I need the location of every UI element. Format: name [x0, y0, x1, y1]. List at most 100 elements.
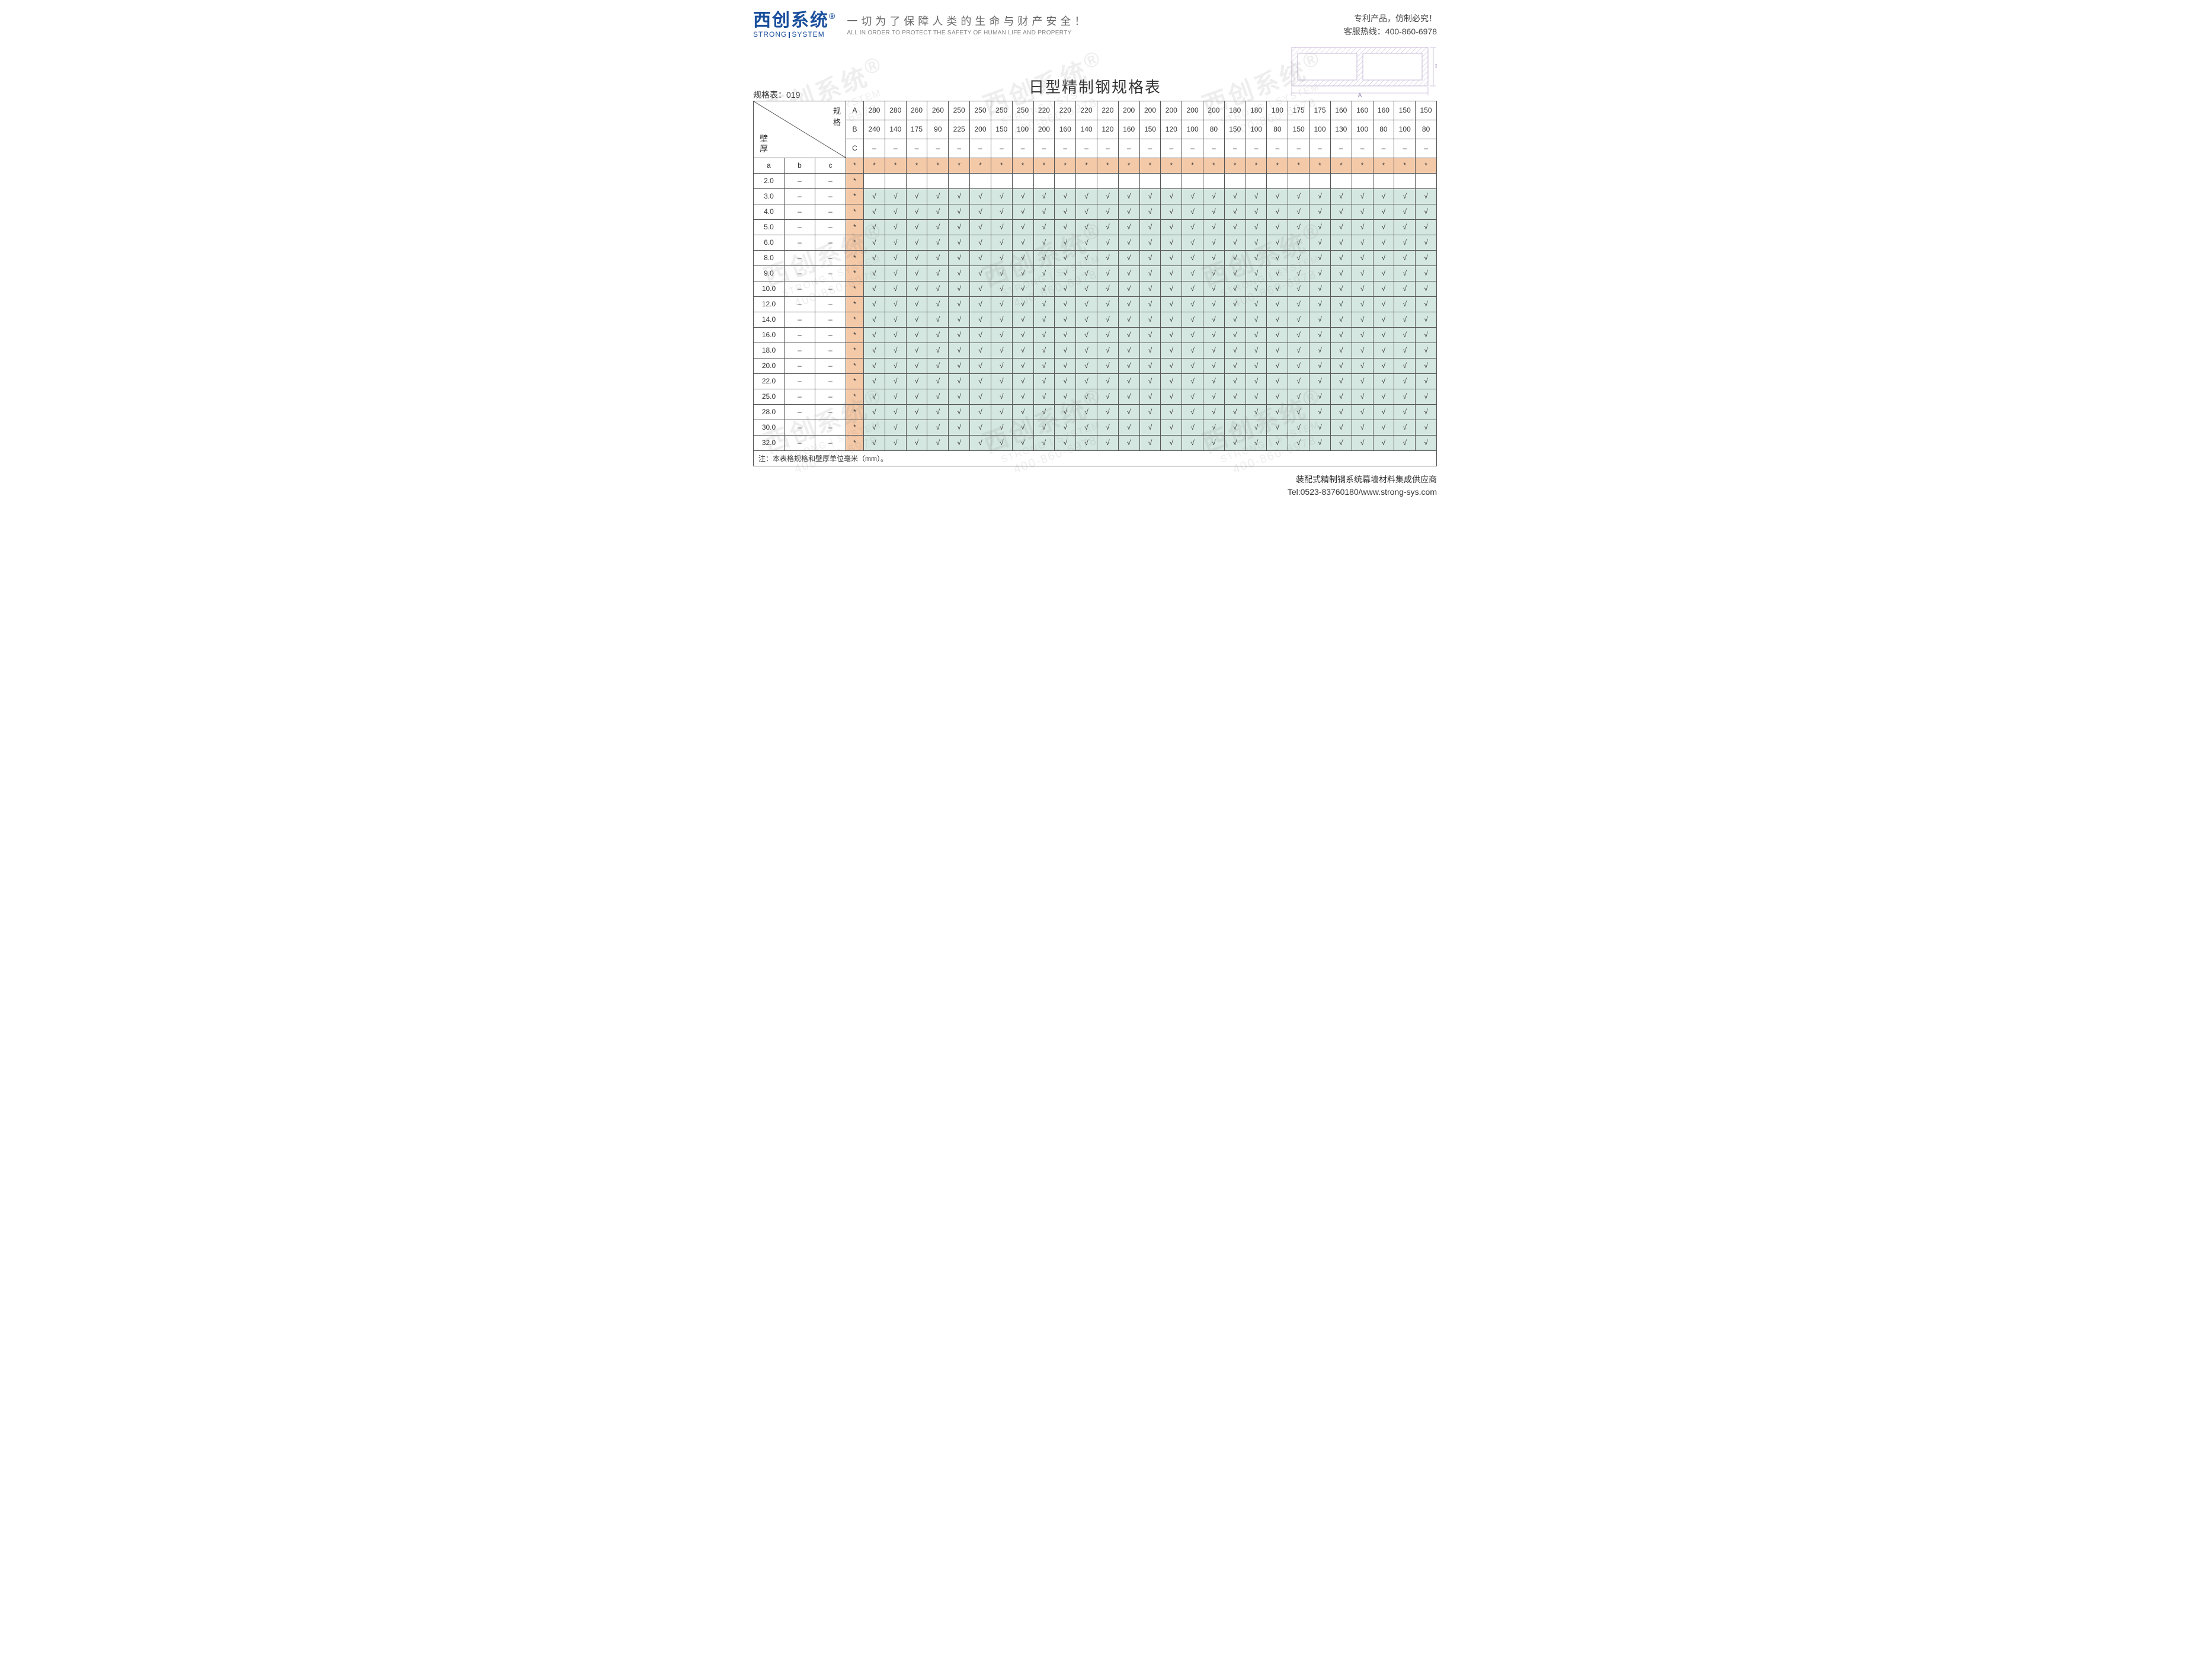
cell: √	[1352, 265, 1373, 281]
cell: √	[1161, 296, 1182, 312]
col-a-5: 250	[970, 101, 991, 120]
cell: √	[1139, 204, 1161, 219]
cell	[1288, 173, 1309, 188]
cell: √	[1161, 235, 1182, 250]
cell: √	[991, 219, 1012, 235]
col-c-17: –	[1224, 139, 1246, 158]
wall-c: –	[815, 389, 846, 404]
cell: √	[949, 250, 970, 265]
cell: √	[1224, 358, 1246, 373]
cell: √	[970, 327, 991, 343]
cell: √	[906, 265, 927, 281]
wall-b: –	[785, 265, 815, 281]
cell	[1416, 173, 1437, 188]
cell: √	[1224, 296, 1246, 312]
cell: √	[1012, 373, 1033, 389]
cell: √	[885, 312, 906, 327]
cell: √	[991, 312, 1012, 327]
col-c-12: –	[1118, 139, 1139, 158]
cell: √	[1288, 188, 1309, 204]
cell	[1203, 173, 1225, 188]
row-asterisk: *	[846, 296, 864, 312]
wall-b: –	[785, 312, 815, 327]
cell: √	[949, 435, 970, 450]
cell: √	[1097, 204, 1118, 219]
cell: √	[1246, 327, 1267, 343]
cell: √	[906, 435, 927, 450]
cell: √	[885, 250, 906, 265]
cell: √	[1139, 435, 1161, 450]
cell: √	[1352, 404, 1373, 420]
cell: √	[1203, 219, 1225, 235]
cell: √	[1076, 296, 1097, 312]
cell: √	[1224, 312, 1246, 327]
col-c-25: –	[1394, 139, 1416, 158]
cell	[1139, 173, 1161, 188]
table-row: 3.0––*√√√√√√√√√√√√√√√√√√√√√√√√√√√	[754, 188, 1437, 204]
registered-icon: ®	[829, 11, 836, 21]
cell	[1033, 173, 1055, 188]
cell	[906, 173, 927, 188]
cell: √	[1097, 404, 1118, 420]
cell: √	[1203, 188, 1225, 204]
cell: √	[1161, 204, 1182, 219]
cell: √	[1139, 404, 1161, 420]
cell: √	[949, 281, 970, 296]
col-a-17: 180	[1224, 101, 1246, 120]
cell: √	[1309, 281, 1331, 296]
wall-b: –	[785, 343, 815, 358]
cell: √	[885, 281, 906, 296]
cell: √	[1012, 281, 1033, 296]
cell: √	[1330, 188, 1352, 204]
cell: √	[1352, 188, 1373, 204]
cell: √	[1182, 343, 1203, 358]
asterisk-col-10: *	[1076, 158, 1097, 173]
cell: √	[1033, 420, 1055, 435]
cell: √	[1055, 281, 1076, 296]
cell: √	[1224, 204, 1246, 219]
cell: √	[1330, 343, 1352, 358]
cell: √	[1246, 420, 1267, 435]
wall-c: –	[815, 173, 846, 188]
cell: √	[1203, 373, 1225, 389]
cell: √	[1246, 373, 1267, 389]
cell: √	[864, 281, 885, 296]
col-a-6: 250	[991, 101, 1012, 120]
corner-spec-label: 规格	[833, 105, 841, 127]
cell: √	[1373, 265, 1394, 281]
cell	[885, 173, 906, 188]
cell: √	[1246, 404, 1267, 420]
cell: √	[970, 250, 991, 265]
cell	[1246, 173, 1267, 188]
cell: √	[1182, 373, 1203, 389]
cell: √	[1097, 343, 1118, 358]
cell: √	[1352, 235, 1373, 250]
cell: √	[1416, 327, 1437, 343]
wall-a: 16.0	[754, 327, 785, 343]
cell: √	[1330, 389, 1352, 404]
asterisk-col-21: *	[1309, 158, 1331, 173]
table-row: 8.0––*√√√√√√√√√√√√√√√√√√√√√√√√√√√	[754, 250, 1437, 265]
cell: √	[1118, 204, 1139, 219]
cell: √	[949, 404, 970, 420]
cell: √	[885, 373, 906, 389]
cell: √	[1182, 404, 1203, 420]
cell: √	[991, 250, 1012, 265]
cell: √	[1012, 312, 1033, 327]
cell: √	[1097, 420, 1118, 435]
cell: √	[1139, 389, 1161, 404]
cell: √	[1373, 312, 1394, 327]
cell: √	[1012, 235, 1033, 250]
cell: √	[949, 235, 970, 250]
cell: √	[1288, 404, 1309, 420]
col-a-11: 220	[1097, 101, 1118, 120]
cell: √	[1267, 296, 1288, 312]
cell: √	[927, 358, 949, 373]
cell: √	[1246, 235, 1267, 250]
row-asterisk: *	[846, 265, 864, 281]
cell: √	[906, 281, 927, 296]
cell: √	[1416, 188, 1437, 204]
cell: √	[885, 188, 906, 204]
cell: √	[1288, 235, 1309, 250]
asterisk-col-22: *	[1330, 158, 1352, 173]
